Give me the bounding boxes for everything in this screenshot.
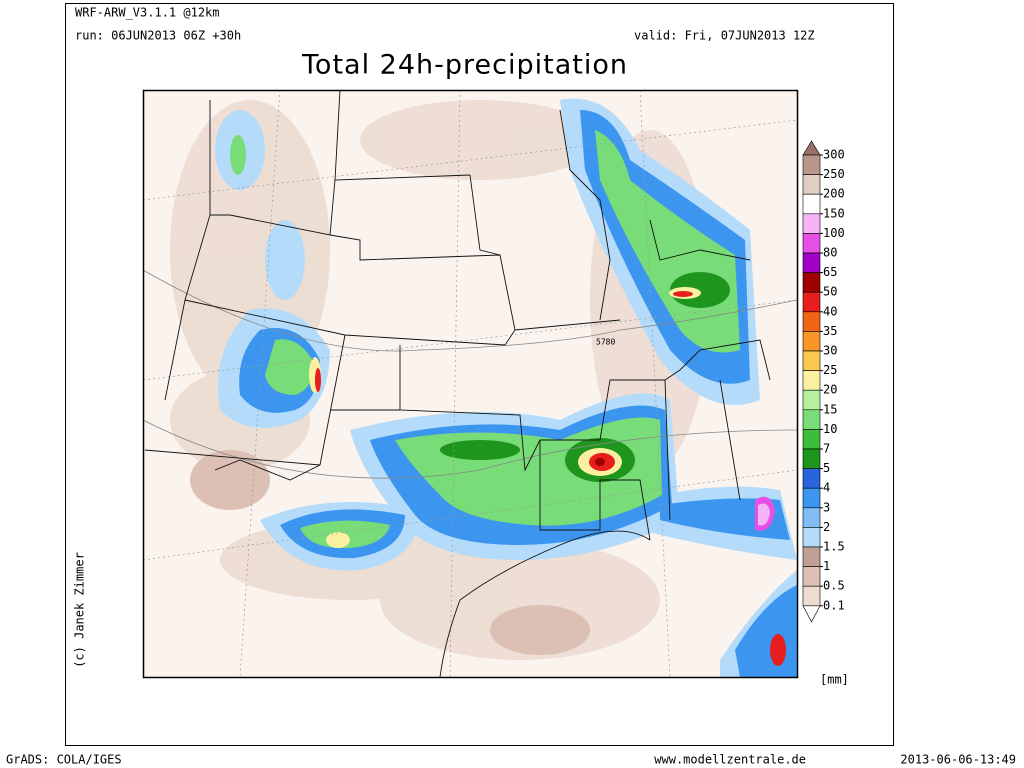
colorbar-label: 5 xyxy=(823,461,830,475)
colorbar-label: 15 xyxy=(823,402,837,416)
colorbar-box xyxy=(802,252,821,273)
colorbar-label: 0.5 xyxy=(823,579,845,593)
colorbar-label: 4 xyxy=(823,481,830,495)
colorbar-box xyxy=(802,448,821,469)
colorbar-label: 50 xyxy=(823,285,837,299)
colorbar-label: 2 xyxy=(823,520,830,534)
colorbar-label: 80 xyxy=(823,246,837,260)
footer-left: GrADS: COLA/IGES xyxy=(6,753,122,767)
colorbar-label: 250 xyxy=(823,167,845,181)
colorbar-box xyxy=(802,487,821,509)
colorbar-label: 1 xyxy=(823,559,830,573)
colorbar-label: 7 xyxy=(823,442,830,456)
frame xyxy=(65,3,894,746)
colorbar-box xyxy=(802,350,821,371)
colorbar-box xyxy=(802,389,821,411)
colorbar-label: 0.1 xyxy=(823,598,845,612)
colorbar-label: 30 xyxy=(823,344,837,358)
colorbar-label: 3 xyxy=(823,500,830,514)
colorbar-label: 200 xyxy=(823,187,845,201)
contour-label: 5780 xyxy=(596,338,615,347)
colorbar-box xyxy=(802,331,821,352)
colorbar-box xyxy=(802,527,821,548)
colorbar-box xyxy=(802,193,821,215)
title: Total 24h-precipitation xyxy=(301,50,628,81)
colorbar-label: 25 xyxy=(823,363,837,377)
colorbar-box xyxy=(802,566,821,587)
colorbar-box xyxy=(802,233,821,254)
colorbar-box xyxy=(802,546,821,567)
colorbar-box xyxy=(802,507,821,528)
colorbar-box xyxy=(802,429,821,450)
colorbar-label: 1.5 xyxy=(823,540,845,554)
colorbar-box xyxy=(802,213,821,234)
model-label: WRF-ARW_V3.1.1 @12km xyxy=(75,6,220,20)
legend-unit: [mm] xyxy=(820,673,849,687)
valid-label: valid: Fri, 07JUN2013 12Z xyxy=(634,29,815,43)
map: 5780 xyxy=(142,89,799,679)
colorbar-box xyxy=(802,272,821,293)
colorbar-box xyxy=(802,311,821,332)
colorbar-box xyxy=(802,291,821,313)
colorbar-label: 35 xyxy=(823,324,837,338)
colorbar-box xyxy=(802,585,821,607)
colorbar-box xyxy=(802,154,821,175)
colorbar-box xyxy=(802,370,821,391)
colorbar-label: 65 xyxy=(823,265,837,279)
footer-center: www.modellzentrale.de xyxy=(654,753,806,767)
copyright: (c) Janek Zimmer xyxy=(73,552,87,668)
colorbar-box xyxy=(802,174,821,195)
colorbar-label: 100 xyxy=(823,226,845,240)
colorbar-label: 300 xyxy=(823,148,845,162)
colorbar-box xyxy=(802,409,821,430)
colorbar-label: 150 xyxy=(823,206,845,220)
colorbar-cap xyxy=(802,140,821,156)
colorbar: 300 250 200 150 100 80 65 50 40 35 30 25 20 15 10 7 5 4 3 2… xyxy=(802,140,845,623)
colorbar-label: 20 xyxy=(823,383,837,397)
run-label: run: 06JUN2013 06Z +30h xyxy=(75,29,241,43)
colorbar-label: 40 xyxy=(823,304,837,318)
colorbar-cap xyxy=(802,605,821,623)
colorbar-box xyxy=(802,468,821,489)
colorbar-label: 10 xyxy=(823,422,837,436)
footer-right: 2013-06-06-13:49 xyxy=(900,753,1016,767)
